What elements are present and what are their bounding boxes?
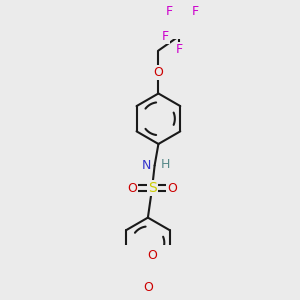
- Text: O: O: [154, 65, 164, 79]
- Text: O: O: [143, 280, 153, 293]
- Text: H: H: [160, 158, 170, 171]
- Text: F: F: [162, 30, 169, 43]
- Text: O: O: [167, 182, 177, 195]
- Text: O: O: [127, 182, 137, 195]
- Text: N: N: [142, 159, 151, 172]
- Text: O: O: [147, 249, 157, 262]
- Text: F: F: [166, 5, 173, 18]
- Text: F: F: [191, 5, 198, 18]
- Text: S: S: [148, 181, 157, 195]
- Text: F: F: [176, 44, 183, 56]
